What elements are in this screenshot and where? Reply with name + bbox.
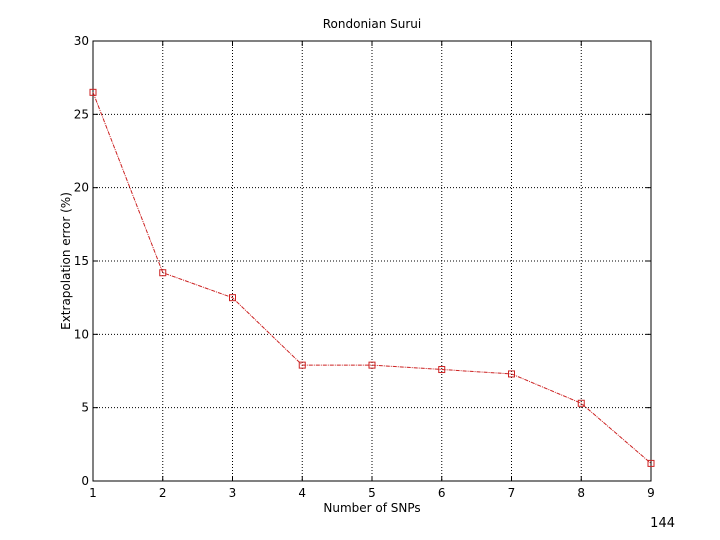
data-point <box>368 361 376 369</box>
x-tick-label: 4 <box>298 486 306 500</box>
y-tick-label: 10 <box>74 327 89 341</box>
x-tick-label: 2 <box>159 486 167 500</box>
x-tick-label: 9 <box>647 486 655 500</box>
y-tick-label: 0 <box>81 474 89 488</box>
data-point <box>438 366 446 374</box>
data-point <box>577 399 585 407</box>
data-point <box>159 269 167 277</box>
series-line <box>92 92 652 464</box>
y-tick-label: 30 <box>74 34 89 48</box>
chart-title: Rondonian Surui <box>323 17 422 31</box>
x-tick-label: 6 <box>438 486 446 500</box>
data-point <box>229 294 236 302</box>
grid-lines <box>93 41 651 481</box>
y-tick-label: 25 <box>74 107 89 121</box>
y-axis: 0 5 10 15 20 25 30 <box>74 34 651 488</box>
data-point <box>89 88 97 96</box>
y-axis-label: Extrapolation error (%) <box>59 192 73 330</box>
data-point <box>298 361 306 369</box>
x-tick-label: 5 <box>368 486 376 500</box>
x-tick-label: 8 <box>577 486 585 500</box>
y-tick-label: 5 <box>81 401 89 415</box>
page-number: 144 <box>650 516 675 531</box>
x-tick-label: 3 <box>229 486 237 500</box>
y-tick-label: 15 <box>74 254 89 268</box>
data-point <box>647 459 655 467</box>
x-tick-label: 1 <box>89 486 97 500</box>
data-point <box>508 370 515 378</box>
x-axis: 1 2 3 4 5 6 7 8 9 <box>89 41 655 500</box>
x-tick-label: 7 <box>508 486 516 500</box>
y-tick-label: 20 <box>74 181 89 195</box>
series-group <box>89 88 655 467</box>
x-axis-label: Number of SNPs <box>323 501 420 515</box>
